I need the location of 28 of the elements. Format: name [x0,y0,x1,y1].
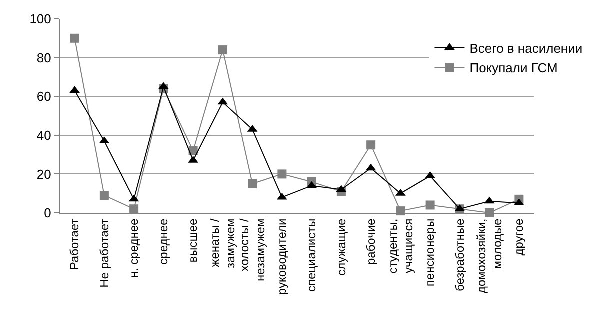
point [130,204,139,214]
y-tick-label: 0 [44,206,52,221]
point [426,200,435,210]
x-tick-label: руководители [275,218,290,296]
x-tick-label: среднее [156,218,171,265]
x-tick-label: специалисты [304,218,319,292]
point [248,179,258,188]
x-tick-label: пенсионеры [423,218,438,287]
point [366,140,376,150]
x-tick-label: служащие [334,218,348,276]
x-tick-label: рабочие [364,218,378,266]
legend-label: Всего в насилении [470,40,583,56]
point [278,170,287,179]
x-tick-label: высшее [186,218,200,263]
legend-label: Покупали ГСМ [470,60,558,76]
point [100,191,109,200]
x-tick-label: н. среднее [126,218,141,278]
y-tick-label: 60 [36,89,52,104]
y-tick-label: 20 [36,166,52,182]
x-tick-label: другое [512,218,526,256]
point [218,46,228,55]
x-tick-label: Не работает [97,218,112,288]
y-tick-label: 40 [36,128,52,143]
y-tick-label: 100 [30,12,52,27]
point [70,34,80,43]
x-tick-label: Работает [68,218,82,270]
x-tick-label: безработные [452,218,467,292]
y-tick-label: 80 [36,50,52,66]
